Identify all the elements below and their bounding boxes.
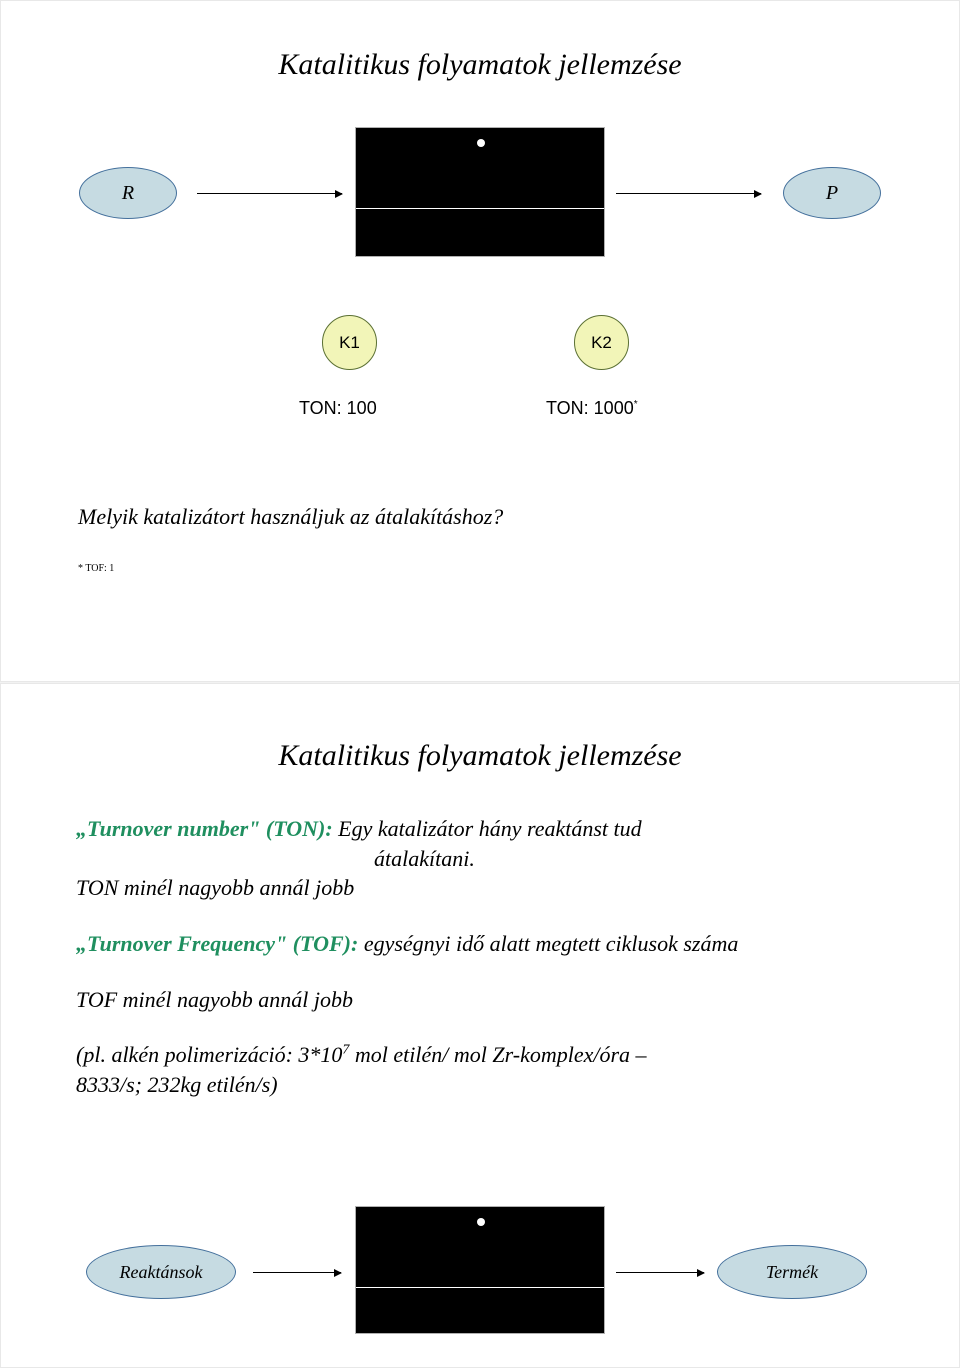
ellipse-reactants-2-label: Reaktánsok (120, 1262, 203, 1283)
tof-note: TOF minél nagyobb annál jobb (76, 985, 884, 1015)
ellipse-product-2: Termék (717, 1245, 867, 1299)
white-dot-icon (477, 139, 485, 147)
arrow-box-to-p (616, 193, 761, 194)
ton2-label: TON: 1000* (546, 398, 638, 419)
ellipse-product-2-label: Termék (766, 1262, 818, 1283)
ton-def-line2: átalakítani. (374, 846, 475, 871)
tof-footnote: * TOF: 1 (78, 563, 114, 574)
ton-note: TON minél nagyobb annál jobb (76, 873, 884, 903)
catalyst-blackbox (355, 127, 605, 257)
example-l2: 8333/s; 232kg etilén/s) (76, 1072, 278, 1097)
catalyst-k1: K1 (322, 315, 377, 370)
tof-def: egységnyi idő alatt megtett ciklusok szá… (358, 931, 738, 956)
arrow-r-to-box-2 (253, 1272, 341, 1273)
ton2-asterisk: * (634, 399, 638, 410)
example: (pl. alkén polimerizáció: 3*107 mol etil… (76, 1040, 884, 1099)
catalyst-k2: K2 (574, 315, 629, 370)
ellipse-reactant-label: R (122, 182, 134, 205)
question-text: Melyik katalizátort használjuk az átalak… (78, 504, 503, 530)
arrow-box-to-p-2 (616, 1272, 704, 1273)
ellipse-reactants-2: Reaktánsok (86, 1245, 236, 1299)
ellipse-product: P (783, 167, 881, 219)
slide-2: Katalitikus folyamatok jellemzése „Turno… (0, 683, 960, 1368)
slide2-body: „Turnover number" (TON): Egy katalizátor… (76, 814, 884, 1100)
ton1-label: TON: 100 (299, 398, 377, 419)
white-dot-icon-2 (477, 1218, 485, 1226)
ton-def-line1: Egy katalizátor hány reaktánst tud (333, 816, 642, 841)
ton-term: „Turnover number" (TON): (76, 816, 333, 841)
catalyst-k1-label: K1 (339, 333, 360, 353)
ellipse-reactant: R (79, 167, 177, 219)
ellipse-product-label: P (826, 182, 838, 205)
white-hr (356, 208, 604, 209)
example-l1b: mol etilén/ mol Zr-komplex/óra – (349, 1042, 646, 1067)
catalyst-k2-label: K2 (591, 333, 612, 353)
slide-1: Katalitikus folyamatok jellemzése R P K1… (0, 0, 960, 682)
tof-term: „Turnover Frequency" (TOF): (76, 931, 358, 956)
catalyst-blackbox-2 (355, 1206, 605, 1334)
tof-definition: „Turnover Frequency" (TOF): egységnyi id… (76, 929, 884, 959)
ton-definition: „Turnover number" (TON): Egy katalizátor… (76, 814, 884, 873)
white-hr-2 (356, 1287, 604, 1288)
slide1-title: Katalitikus folyamatok jellemzése (1, 48, 959, 82)
example-l1a: (pl. alkén polimerizáció: 3*10 (76, 1042, 342, 1067)
slide2-title: Katalitikus folyamatok jellemzése (1, 739, 959, 773)
ton2-text: TON: 1000 (546, 398, 634, 418)
arrow-r-to-box (197, 193, 342, 194)
